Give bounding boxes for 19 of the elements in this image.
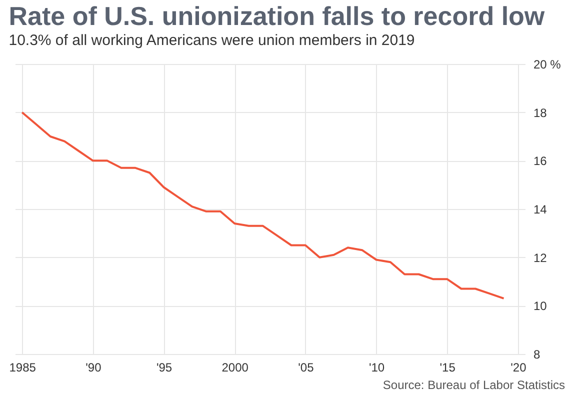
x-tick-label: 1985 [9, 360, 36, 374]
x-tick-label: '15 [440, 360, 456, 374]
y-tick-label: 10 [534, 299, 548, 314]
chart-subtitle: 10.3% of all working Americans were union members in 2019 [8, 32, 415, 49]
chart-title: Rate of U.S. unionization falls to record low [8, 1, 546, 31]
line-series [21, 111, 505, 300]
x-tick-label: '05 [298, 360, 314, 374]
x-tick-label: '20 [510, 360, 527, 374]
y-tick-label: 16 [534, 154, 548, 168]
y-tick-label: 14 [534, 202, 548, 216]
x-tick-label: 2000 [222, 360, 249, 374]
source-note: Source: Bureau of Labor Statistics [382, 378, 565, 392]
x-tick-label: '90 [86, 360, 102, 374]
y-tick-label: 18 [534, 106, 548, 120]
x-tick-label: '10 [368, 360, 385, 374]
y-tick-label: 8 [534, 348, 540, 362]
y-tick-label: 20 % [534, 58, 562, 72]
y-tick-label: 12 [534, 250, 548, 265]
x-tick-label: '95 [156, 360, 172, 374]
